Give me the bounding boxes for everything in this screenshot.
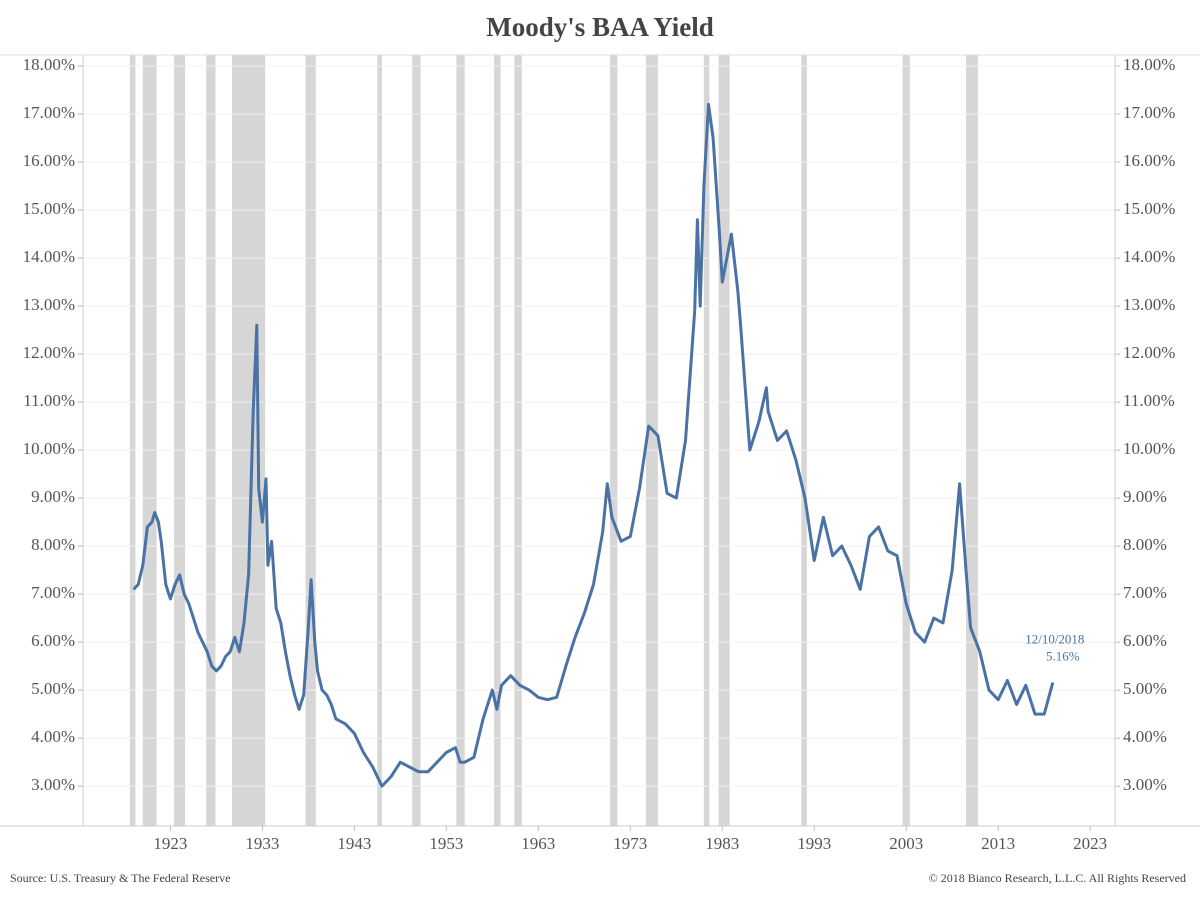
recession-band xyxy=(514,55,522,826)
recession-band xyxy=(703,55,710,826)
y2-tick-label: 6.00% xyxy=(1123,631,1167,650)
y-tick-label: 12.00% xyxy=(23,343,75,362)
y2-tick-label: 14.00% xyxy=(1123,247,1175,266)
recession-band xyxy=(206,55,216,826)
recession-band xyxy=(412,55,421,826)
y2-tick-label: 9.00% xyxy=(1123,487,1167,506)
recession-band xyxy=(718,55,730,826)
y2-tick-label: 8.00% xyxy=(1123,535,1167,554)
recession-band xyxy=(610,55,618,826)
y-tick-label: 10.00% xyxy=(23,439,75,458)
recession-band xyxy=(902,55,910,826)
recession-band xyxy=(232,55,266,826)
y-tick-label: 16.00% xyxy=(23,151,75,170)
y-tick-label: 4.00% xyxy=(31,727,75,746)
y-tick-label: 7.00% xyxy=(31,583,75,602)
y2-tick-label: 10.00% xyxy=(1123,439,1175,458)
recession-band xyxy=(965,55,978,826)
y2-tick-label: 13.00% xyxy=(1123,295,1175,314)
annotation-value: 5.16% xyxy=(1046,648,1080,663)
recession-band xyxy=(305,55,316,826)
y-tick-label: 3.00% xyxy=(31,775,75,794)
copyright-note: © 2018 Bianco Research, L.L.C. All Right… xyxy=(929,871,1186,885)
y-tick-label: 17.00% xyxy=(23,103,75,122)
recession-band xyxy=(377,55,382,826)
x-tick-label: 1983 xyxy=(705,834,739,853)
y2-tick-label: 15.00% xyxy=(1123,199,1175,218)
recession-band xyxy=(456,55,465,826)
recession-band xyxy=(174,55,186,826)
y-tick-label: 11.00% xyxy=(23,391,75,410)
y2-tick-label: 5.00% xyxy=(1123,679,1167,698)
y2-tick-label: 17.00% xyxy=(1123,103,1175,122)
y-tick-label: 6.00% xyxy=(31,631,75,650)
annotation-date: 12/10/2018 xyxy=(1025,631,1084,646)
y-tick-label: 15.00% xyxy=(23,199,75,218)
recession-band xyxy=(494,55,501,826)
source-note: Source: U.S. Treasury & The Federal Rese… xyxy=(10,871,230,885)
recession-band xyxy=(801,55,807,826)
x-tick-label: 1973 xyxy=(613,834,647,853)
recession-band xyxy=(645,55,658,826)
x-tick-label: 2003 xyxy=(889,834,923,853)
y2-tick-label: 11.00% xyxy=(1123,391,1175,410)
series-line xyxy=(132,102,1055,788)
y-tick-label: 5.00% xyxy=(31,679,75,698)
x-tick-label: 1953 xyxy=(429,834,463,853)
recession-band xyxy=(142,55,157,826)
chart-title: Moody's BAA Yield xyxy=(486,12,714,42)
x-tick-label: 1933 xyxy=(245,834,279,853)
y-tick-label: 13.00% xyxy=(23,295,75,314)
x-tick-label: 2013 xyxy=(981,834,1015,853)
x-tick-label: 1963 xyxy=(521,834,555,853)
x-tick-label: 2023 xyxy=(1073,834,1107,853)
x-tick-label: 1993 xyxy=(797,834,831,853)
y-tick-label: 9.00% xyxy=(31,487,75,506)
y2-tick-label: 16.00% xyxy=(1123,151,1175,170)
y2-tick-label: 4.00% xyxy=(1123,727,1167,746)
x-tick-label: 1943 xyxy=(337,834,371,853)
recession-band xyxy=(129,55,136,826)
y2-tick-label: 18.00% xyxy=(1123,55,1175,74)
y-tick-label: 8.00% xyxy=(31,535,75,554)
y2-tick-label: 3.00% xyxy=(1123,775,1167,794)
y2-tick-label: 12.00% xyxy=(1123,343,1175,362)
y-tick-label: 18.00% xyxy=(23,55,75,74)
y2-tick-label: 7.00% xyxy=(1123,583,1167,602)
x-tick-label: 1923 xyxy=(153,834,187,853)
y-tick-label: 14.00% xyxy=(23,247,75,266)
